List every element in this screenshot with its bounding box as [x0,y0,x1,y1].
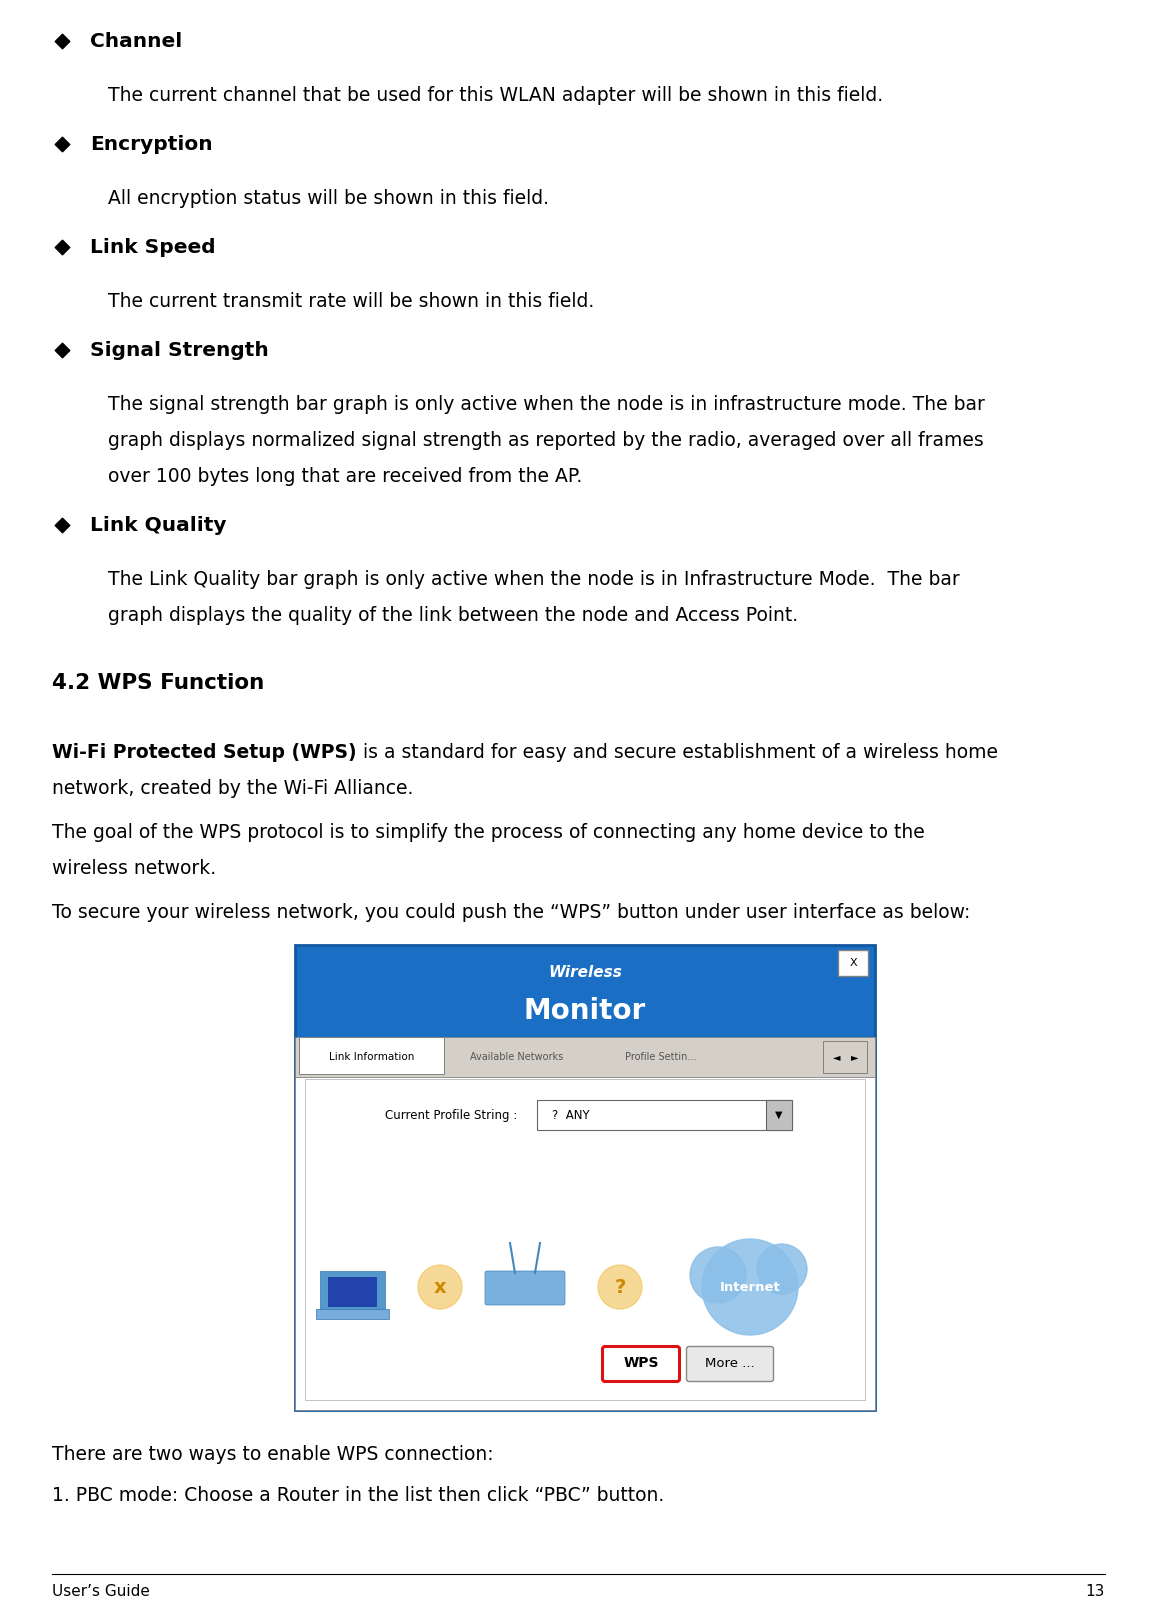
Text: WPS: WPS [623,1355,659,1370]
Text: The goal of the WPS protocol is to simplify the process of connecting any home d: The goal of the WPS protocol is to simpl… [52,823,925,842]
Text: Available Networks: Available Networks [470,1052,564,1062]
Text: ?  ANY: ? ANY [552,1108,590,1121]
Text: ?: ? [614,1277,626,1296]
Bar [299,1038,444,1075]
Text: Profile Settin...: Profile Settin... [624,1052,697,1062]
Text: ▼: ▼ [775,1110,783,1120]
Text: ◄: ◄ [834,1052,841,1062]
Bar [537,1100,792,1129]
Text: There are two ways to enable WPS connection:: There are two ways to enable WPS connect… [52,1445,493,1464]
Text: User’s Guide: User’s Guide [52,1585,150,1599]
FancyBboxPatch shape [687,1346,774,1381]
Bar [316,1309,389,1318]
Text: To secure your wireless network, you could push the “WPS” button under user inte: To secure your wireless network, you cou… [52,903,971,922]
Point [53,29,71,55]
Text: wireless network.: wireless network. [52,860,216,877]
Text: Encryption: Encryption [90,135,213,154]
Text: 13: 13 [1086,1585,1105,1599]
FancyBboxPatch shape [603,1346,680,1381]
Circle shape [598,1266,642,1309]
Point [53,132,71,157]
Bar [296,945,875,1410]
Circle shape [757,1245,807,1294]
Circle shape [417,1266,462,1309]
Text: graph displays the quality of the link between the node and Access Point.: graph displays the quality of the link b… [108,606,798,626]
Text: is a standard for easy and secure establishment of a wireless home: is a standard for easy and secure establ… [356,743,998,762]
Text: x: x [434,1277,446,1296]
Text: Channel: Channel [90,32,182,51]
Text: Link Information: Link Information [329,1052,414,1062]
Text: Wi-Fi Protected Setup (WPS): Wi-Fi Protected Setup (WPS) [52,743,356,762]
Text: More ...: More ... [705,1357,754,1370]
Text: over 100 bytes long that are received from the AP.: over 100 bytes long that are received fr… [108,467,582,486]
Text: network, created by the Wi-Fi Alliance.: network, created by the Wi-Fi Alliance. [52,780,413,799]
Point [53,234,71,260]
Text: The current channel that be used for this WLAN adapter will be shown in this fie: The current channel that be used for thi… [108,87,883,104]
Text: All encryption status will be shown in this field.: All encryption status will be shown in t… [108,189,549,209]
Text: Internet: Internet [720,1280,781,1293]
Text: Current Profile String :: Current Profile String : [385,1108,518,1121]
Text: X: X [849,958,857,967]
Bar [320,1270,385,1314]
Point [53,337,71,363]
Text: The signal strength bar graph is only active when the node is in infrastructure : The signal strength bar graph is only ac… [108,395,984,414]
Bar [328,1277,377,1307]
Text: The Link Quality bar graph is only active when the node is in Infrastructure Mod: The Link Quality bar graph is only activ… [108,569,960,589]
FancyBboxPatch shape [838,950,868,975]
Text: Signal Strength: Signal Strength [90,342,269,359]
Circle shape [702,1238,798,1335]
Bar [296,1076,875,1410]
Circle shape [690,1246,746,1302]
FancyBboxPatch shape [485,1270,565,1306]
Bar [296,1038,875,1076]
Text: 4.2 WPS Function: 4.2 WPS Function [52,674,264,693]
Text: Link Speed: Link Speed [90,237,216,257]
Text: The current transmit rate will be shown in this field.: The current transmit rate will be shown … [108,292,595,311]
Text: graph displays normalized signal strength as reported by the radio, averaged ove: graph displays normalized signal strengt… [108,431,983,451]
Text: Link Quality: Link Quality [90,516,227,536]
Text: Wireless: Wireless [549,966,622,980]
Bar [305,1079,865,1400]
Bar [766,1100,792,1129]
Point [53,512,71,537]
Bar [823,1041,867,1073]
Text: 1. PBC mode: Choose a Router in the list then click “PBC” button.: 1. PBC mode: Choose a Router in the list… [52,1485,665,1505]
Text: Monitor: Monitor [524,998,646,1025]
Text: ►: ► [851,1052,859,1062]
